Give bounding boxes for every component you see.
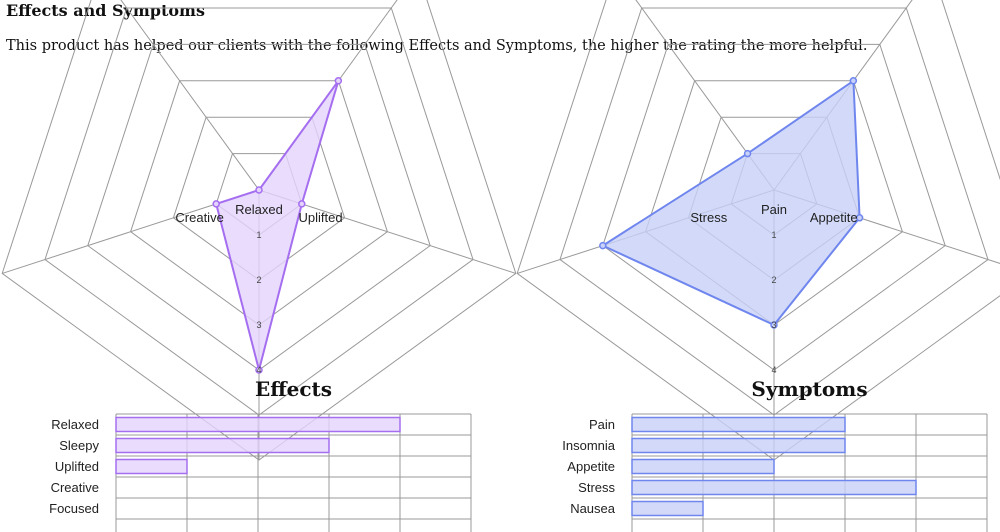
radar-point: [212, 200, 220, 208]
radar-tick-label: 2: [771, 275, 776, 285]
bar-chart-title: Symptoms: [751, 377, 867, 401]
radar-tick-label: 2: [256, 275, 261, 285]
radar-point: [255, 186, 263, 194]
bar: [631, 458, 775, 475]
bar-category-label: Uplifted: [55, 459, 99, 474]
bar: [631, 479, 917, 496]
radar-grid-ring: [1, 0, 517, 461]
radar-tick-label: 1: [256, 230, 261, 240]
bar: [631, 500, 704, 517]
bar-category-label: Creative: [51, 480, 99, 495]
radar-axis-label: Pain: [761, 202, 787, 217]
radar-point: [599, 241, 607, 250]
radar-point: [855, 214, 864, 222]
bar: [115, 416, 401, 433]
radar-tick-label: 4: [256, 365, 261, 375]
bar-category-label: Nausea: [570, 501, 616, 516]
radar-chart-1: [516, 0, 1000, 461]
radar-grid-ring: [130, 80, 388, 326]
radar-grid-ring: [172, 116, 346, 281]
radar-series-area: [214, 80, 340, 371]
bar: [115, 458, 188, 475]
radar-axis-label: Uplifted: [299, 210, 343, 225]
bar-category-label: Appetite: [567, 459, 615, 474]
radar-tick-label: 1: [771, 230, 776, 240]
bar-chart-title: Effects: [255, 377, 332, 401]
radar-grid-ring: [602, 43, 946, 371]
radar-axis-label: Creative: [175, 210, 223, 225]
radar-axis-label: Stress: [690, 210, 727, 225]
bar-chart-3: [631, 413, 988, 532]
bar-category-label: Focused: [49, 501, 99, 516]
radar-grid-ring: [559, 7, 989, 416]
radar-point: [334, 77, 343, 85]
radar-axis-label: Appetite: [810, 210, 858, 225]
bar-category-label: Pain: [589, 417, 615, 432]
bar-category-label: Insomnia: [562, 438, 616, 453]
radar-grid-ring: [44, 7, 474, 416]
radar-chart-0: [1, 0, 517, 461]
radar-point: [743, 149, 752, 158]
bar: [115, 437, 330, 454]
bar-chart-2: [115, 413, 472, 532]
section-heading: Effects and Symptoms: [6, 1, 205, 20]
bar-category-label: Relaxed: [51, 417, 99, 432]
radar-grid-ring: [87, 43, 431, 371]
bar-category-label: Sleepy: [59, 438, 99, 453]
bar: [631, 416, 846, 433]
radar-point: [298, 200, 306, 208]
radar-point: [770, 321, 778, 329]
radar-grid-ring: [516, 0, 1000, 461]
radar-series-area: [600, 78, 861, 327]
radar-axis-label: Relaxed: [235, 202, 283, 217]
radar-point: [255, 366, 263, 374]
radar-tick-label: 3: [256, 320, 261, 330]
radar-tick-label: 3: [771, 320, 776, 330]
bar-category-label: Stress: [578, 480, 615, 495]
radar-point: [849, 77, 858, 85]
bar: [631, 437, 846, 454]
radar-tick-label: 4: [771, 365, 776, 375]
radar-spoke: [120, 0, 260, 191]
intro-text: This product has helped our clients with…: [6, 38, 868, 54]
